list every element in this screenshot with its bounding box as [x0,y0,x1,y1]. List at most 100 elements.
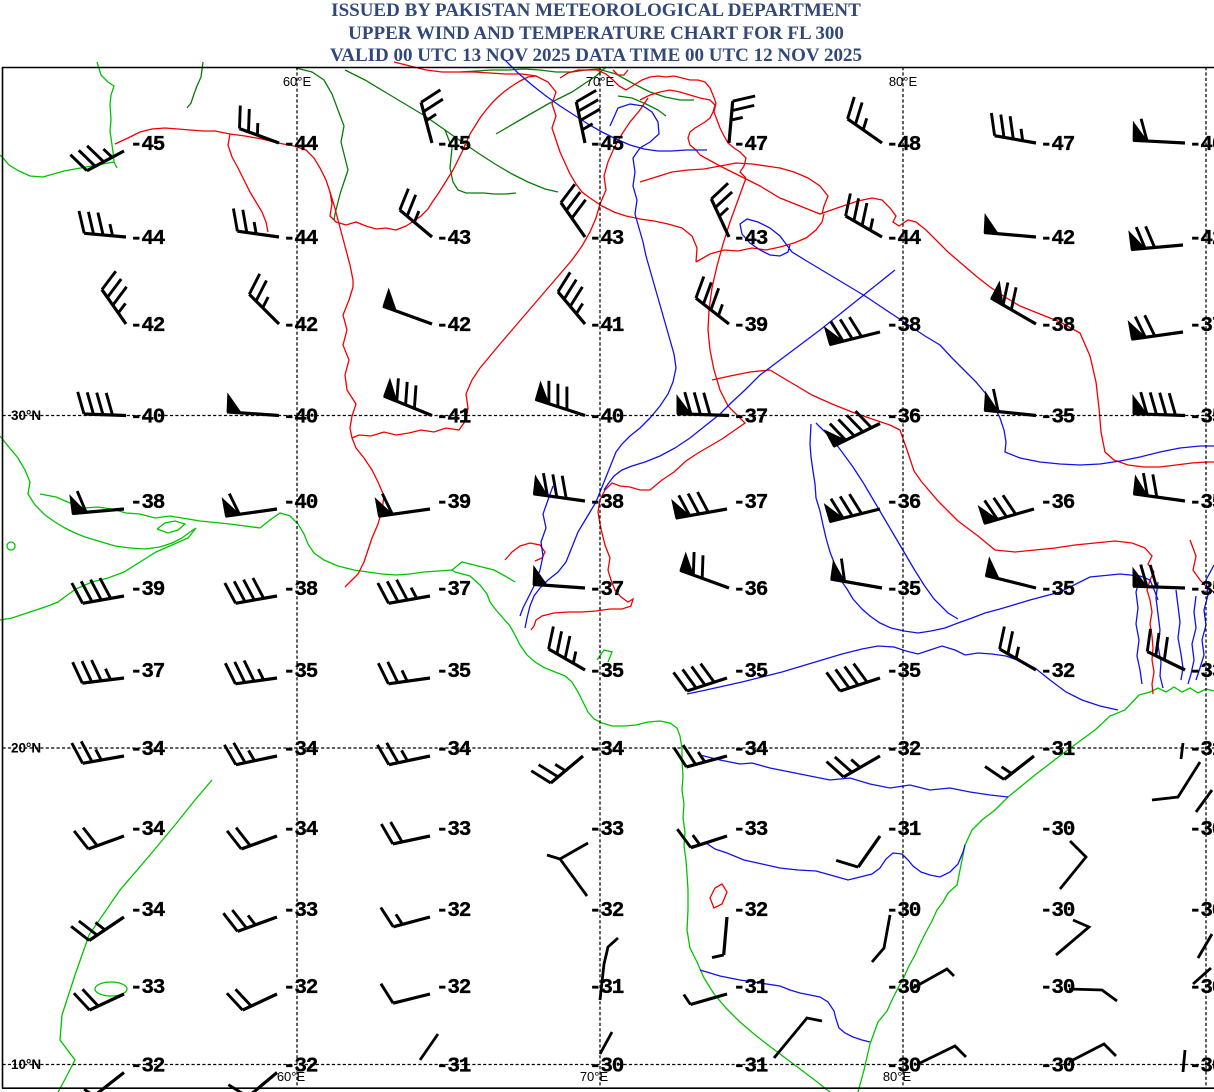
svg-text:-37: -37 [733,492,768,515]
svg-text:-32: -32 [886,739,921,762]
svg-text:-35: -35 [886,579,921,602]
svg-text:-34: -34 [436,739,471,762]
svg-text:-31: -31 [589,977,624,1000]
svg-text:-42: -42 [1040,228,1075,251]
svg-text:-30: -30 [1040,1056,1075,1079]
svg-text:-30: -30 [1040,900,1075,923]
svg-text:-47: -47 [1040,134,1075,157]
svg-text:-37: -37 [589,579,624,602]
svg-text:60°E: 60°E [277,1069,306,1084]
svg-text:-34: -34 [130,900,165,923]
svg-text:-36: -36 [886,407,921,430]
svg-text:-43: -43 [436,228,471,251]
svg-text:-32: -32 [1040,661,1075,684]
svg-text:-31: -31 [1040,739,1075,762]
svg-text:-37: -37 [436,579,471,602]
svg-text:60°E: 60°E [283,74,312,89]
svg-text:-30: -30 [589,1056,624,1079]
svg-text:-37: -37 [1189,315,1214,338]
svg-text:-33: -33 [589,819,624,842]
svg-text:-30: -30 [1189,1056,1214,1079]
svg-text:-33: -33 [733,819,768,842]
svg-text:-34: -34 [283,819,318,842]
svg-text:-30: -30 [1189,900,1214,923]
svg-text:-35: -35 [886,661,921,684]
svg-text:-32: -32 [436,977,471,1000]
svg-text:-33: -33 [1189,661,1214,684]
svg-text:-41: -41 [589,315,624,338]
svg-text:-31: -31 [436,1056,471,1079]
svg-text:-30: -30 [1040,819,1075,842]
svg-text:10°N: 10°N [11,1057,41,1072]
svg-text:-38: -38 [589,492,624,515]
svg-text:-34: -34 [130,819,165,842]
svg-text:-38: -38 [283,579,318,602]
svg-text:-43: -43 [733,228,768,251]
svg-text:80°E: 80°E [889,74,918,89]
svg-text:-33: -33 [436,819,471,842]
svg-text:-39: -39 [130,579,165,602]
svg-text:-34: -34 [283,739,318,762]
svg-text:-40: -40 [589,407,624,430]
svg-text:-32: -32 [283,977,318,1000]
svg-text:-35: -35 [1189,492,1214,515]
svg-text:-33: -33 [283,900,318,923]
svg-text:-36: -36 [886,492,921,515]
svg-text:-31: -31 [886,819,921,842]
svg-text:80°E: 80°E [883,1069,912,1084]
svg-text:-48: -48 [886,134,921,157]
svg-text:-35: -35 [1189,407,1214,430]
svg-text:-32: -32 [436,900,471,923]
svg-text:-45: -45 [130,134,165,157]
svg-text:-38: -38 [130,492,165,515]
svg-text:-45: -45 [436,134,471,157]
svg-text:-41: -41 [436,407,471,430]
svg-text:-35: -35 [589,661,624,684]
svg-text:-30: -30 [1040,977,1075,1000]
svg-text:-30: -30 [1189,977,1214,1000]
svg-text:-35: -35 [283,661,318,684]
svg-text:-39: -39 [733,315,768,338]
svg-text:-32: -32 [733,900,768,923]
svg-text:-37: -37 [733,407,768,430]
svg-text:-42: -42 [1189,228,1214,251]
svg-text:-44: -44 [130,228,165,251]
svg-text:-32: -32 [130,1056,165,1079]
svg-text:-35: -35 [436,661,471,684]
svg-text:-38: -38 [886,315,921,338]
svg-text:-30: -30 [886,1056,921,1079]
svg-text:-45: -45 [589,134,624,157]
svg-text:-44: -44 [283,134,318,157]
svg-text:-36: -36 [1040,492,1075,515]
svg-text:-40: -40 [130,407,165,430]
svg-text:-46: -46 [1189,134,1214,157]
svg-text:-33: -33 [130,977,165,1000]
svg-text:-34: -34 [130,739,165,762]
svg-text:-44: -44 [886,228,921,251]
svg-text:70°E: 70°E [580,1069,609,1084]
svg-text:-35: -35 [1189,579,1214,602]
svg-text:-42: -42 [130,315,165,338]
svg-text:-36: -36 [733,579,768,602]
svg-text:-30: -30 [886,977,921,1000]
svg-text:-35: -35 [1040,407,1075,430]
svg-text:-32: -32 [283,1056,318,1079]
svg-text:-32: -32 [589,900,624,923]
svg-text:30°N: 30°N [11,408,41,423]
svg-text:-30: -30 [886,900,921,923]
svg-text:-31: -31 [1189,739,1214,762]
svg-text:-39: -39 [436,492,471,515]
svg-text:-43: -43 [589,228,624,251]
svg-text:20°N: 20°N [11,741,41,756]
svg-text:-31: -31 [733,977,768,1000]
svg-text:-47: -47 [733,134,768,157]
svg-text:-30: -30 [1189,819,1214,842]
svg-text:-34: -34 [733,739,768,762]
svg-text:-42: -42 [283,315,318,338]
svg-text:-44: -44 [283,228,318,251]
svg-text:-38: -38 [1040,315,1075,338]
svg-text:-35: -35 [1040,579,1075,602]
svg-text:-40: -40 [283,492,318,515]
svg-text:-34: -34 [589,739,624,762]
svg-text:-35: -35 [733,661,768,684]
